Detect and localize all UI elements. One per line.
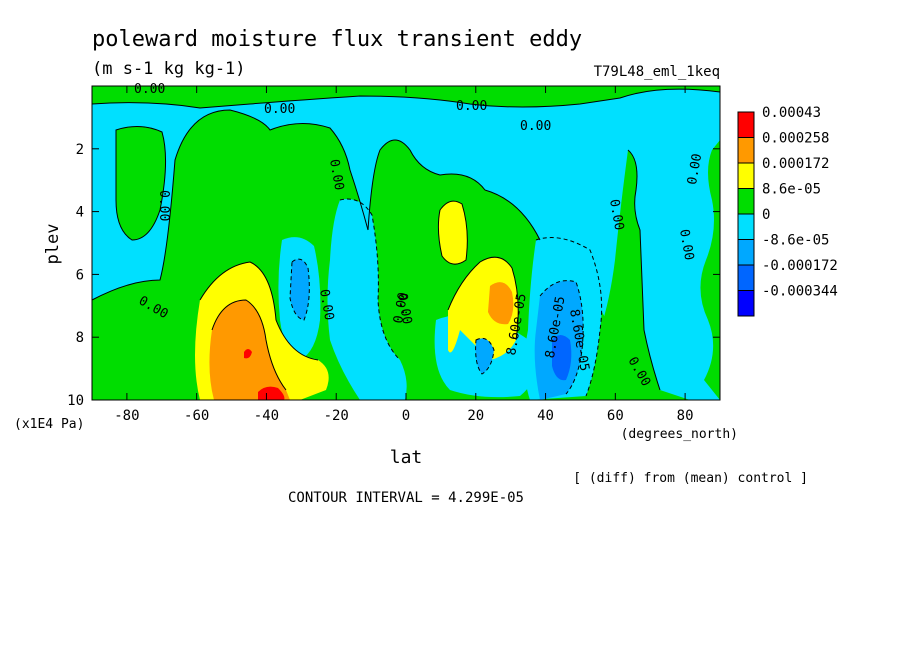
contour-line (367, 139, 541, 241)
y-axis: 2 4 6 8 10 (67, 142, 720, 409)
contour-line (535, 237, 603, 397)
positive-region-right (700, 140, 720, 400)
contour-label: 0.00 (264, 102, 295, 117)
contour-label: 0.00 (456, 99, 487, 114)
diff-note: [ (diff) from (mean) control ] (573, 471, 808, 486)
colorbar-label: 0.000172 (762, 156, 829, 172)
colorbar-label: 0.00043 (762, 105, 821, 121)
chart-title: poleward moisture flux transient eddy (92, 27, 582, 52)
negative-region-mid (327, 199, 407, 400)
contour-label: 0.00 (326, 158, 346, 191)
colorbar-label: -0.000344 (762, 284, 838, 300)
x-axis: -80 -60 -40 -20 0 20 40 60 80 (114, 86, 694, 424)
x-axis-units: (degrees_north) (621, 427, 738, 442)
negative-contour-lines (289, 198, 603, 397)
x-tick-label: 80 (677, 408, 694, 424)
contour-label: 0.00 (676, 228, 696, 261)
contour-label: 0.00 (134, 82, 165, 97)
x-axis-title: lat (390, 447, 423, 468)
colorbar-label: -8.6e-05 (762, 233, 829, 249)
x-tick-label: 40 (537, 408, 554, 424)
contour-interval-label: CONTOUR INTERVAL = 4.299E-05 (288, 490, 524, 506)
contour-label: 0.00 (394, 292, 414, 325)
contour-label: 0.00 (391, 291, 411, 324)
x-tick-label: 60 (607, 408, 624, 424)
contour-line (475, 337, 495, 375)
contour-line (539, 280, 584, 395)
contour-line (289, 258, 310, 321)
contour-label: 0.00 (606, 198, 626, 231)
blue-region-equator (475, 338, 494, 374)
colorbar-label: -0.000172 (762, 258, 838, 274)
y-axis-units: (x1E4 Pa) (14, 417, 84, 432)
contour-label: 0.00 (685, 152, 705, 185)
y-tick-label: 2 (76, 142, 84, 158)
contour-label: 0.00 (316, 288, 336, 321)
contour-line (92, 109, 369, 301)
x-tick-label: -80 (114, 408, 139, 424)
red-core-south (258, 386, 285, 400)
colorbar-label: 0.000258 (762, 131, 829, 147)
contour-lines (92, 88, 720, 391)
x-tick-label: -60 (184, 408, 209, 424)
contour-line (211, 299, 287, 391)
y-axis-title: plev (43, 224, 63, 265)
contour-line (339, 198, 401, 361)
contour-field (92, 86, 720, 400)
positive-region-left (116, 126, 166, 240)
colorbar-swatch (737, 239, 755, 266)
colorbar-label: 0 (762, 207, 770, 223)
colorbar-swatch (737, 188, 755, 215)
colorbar-swatch (737, 213, 755, 240)
red-spot-south (244, 349, 252, 359)
contour-label: 0.00 (520, 119, 551, 134)
contour-line (199, 261, 319, 361)
x-tick-label: -40 (254, 408, 279, 424)
colorbar-swatch (737, 137, 755, 164)
x-tick-label: -20 (324, 408, 349, 424)
x-tick-label: 20 (467, 408, 484, 424)
colorbar-swatch (737, 290, 755, 317)
colorbar-label: 8.6e-05 (762, 182, 821, 198)
darkblue-region-north (552, 335, 572, 381)
positive-region-right-2 (560, 150, 690, 400)
chart-subtitle: (m s-1 kg kg-1) (92, 59, 246, 79)
contour-line (627, 149, 661, 391)
x-tick-label: 0 (402, 408, 410, 424)
colorbar-swatch (737, 264, 755, 291)
y-tick-label: 10 (67, 393, 84, 409)
contour-line (92, 88, 720, 109)
y-tick-label: 4 (76, 205, 84, 221)
orange-region-north (488, 282, 514, 325)
contour-label: 0.00 (156, 190, 171, 221)
y-tick-label: 6 (76, 267, 84, 283)
blue-region-south (290, 259, 310, 320)
colorbar-swatch (737, 162, 755, 189)
colorbar-swatch (737, 111, 755, 138)
contour-line (437, 200, 468, 265)
contour-line (115, 126, 167, 241)
colorbar: 0.00043 0.000258 0.000172 8.6e-05 0 -8.6e-05 -… (737, 105, 838, 317)
y-tick-label: 8 (76, 330, 84, 346)
yellow-region-upper (438, 201, 468, 265)
run-label: T79L48_eml_1keq (594, 64, 720, 80)
contour-line (447, 256, 519, 341)
